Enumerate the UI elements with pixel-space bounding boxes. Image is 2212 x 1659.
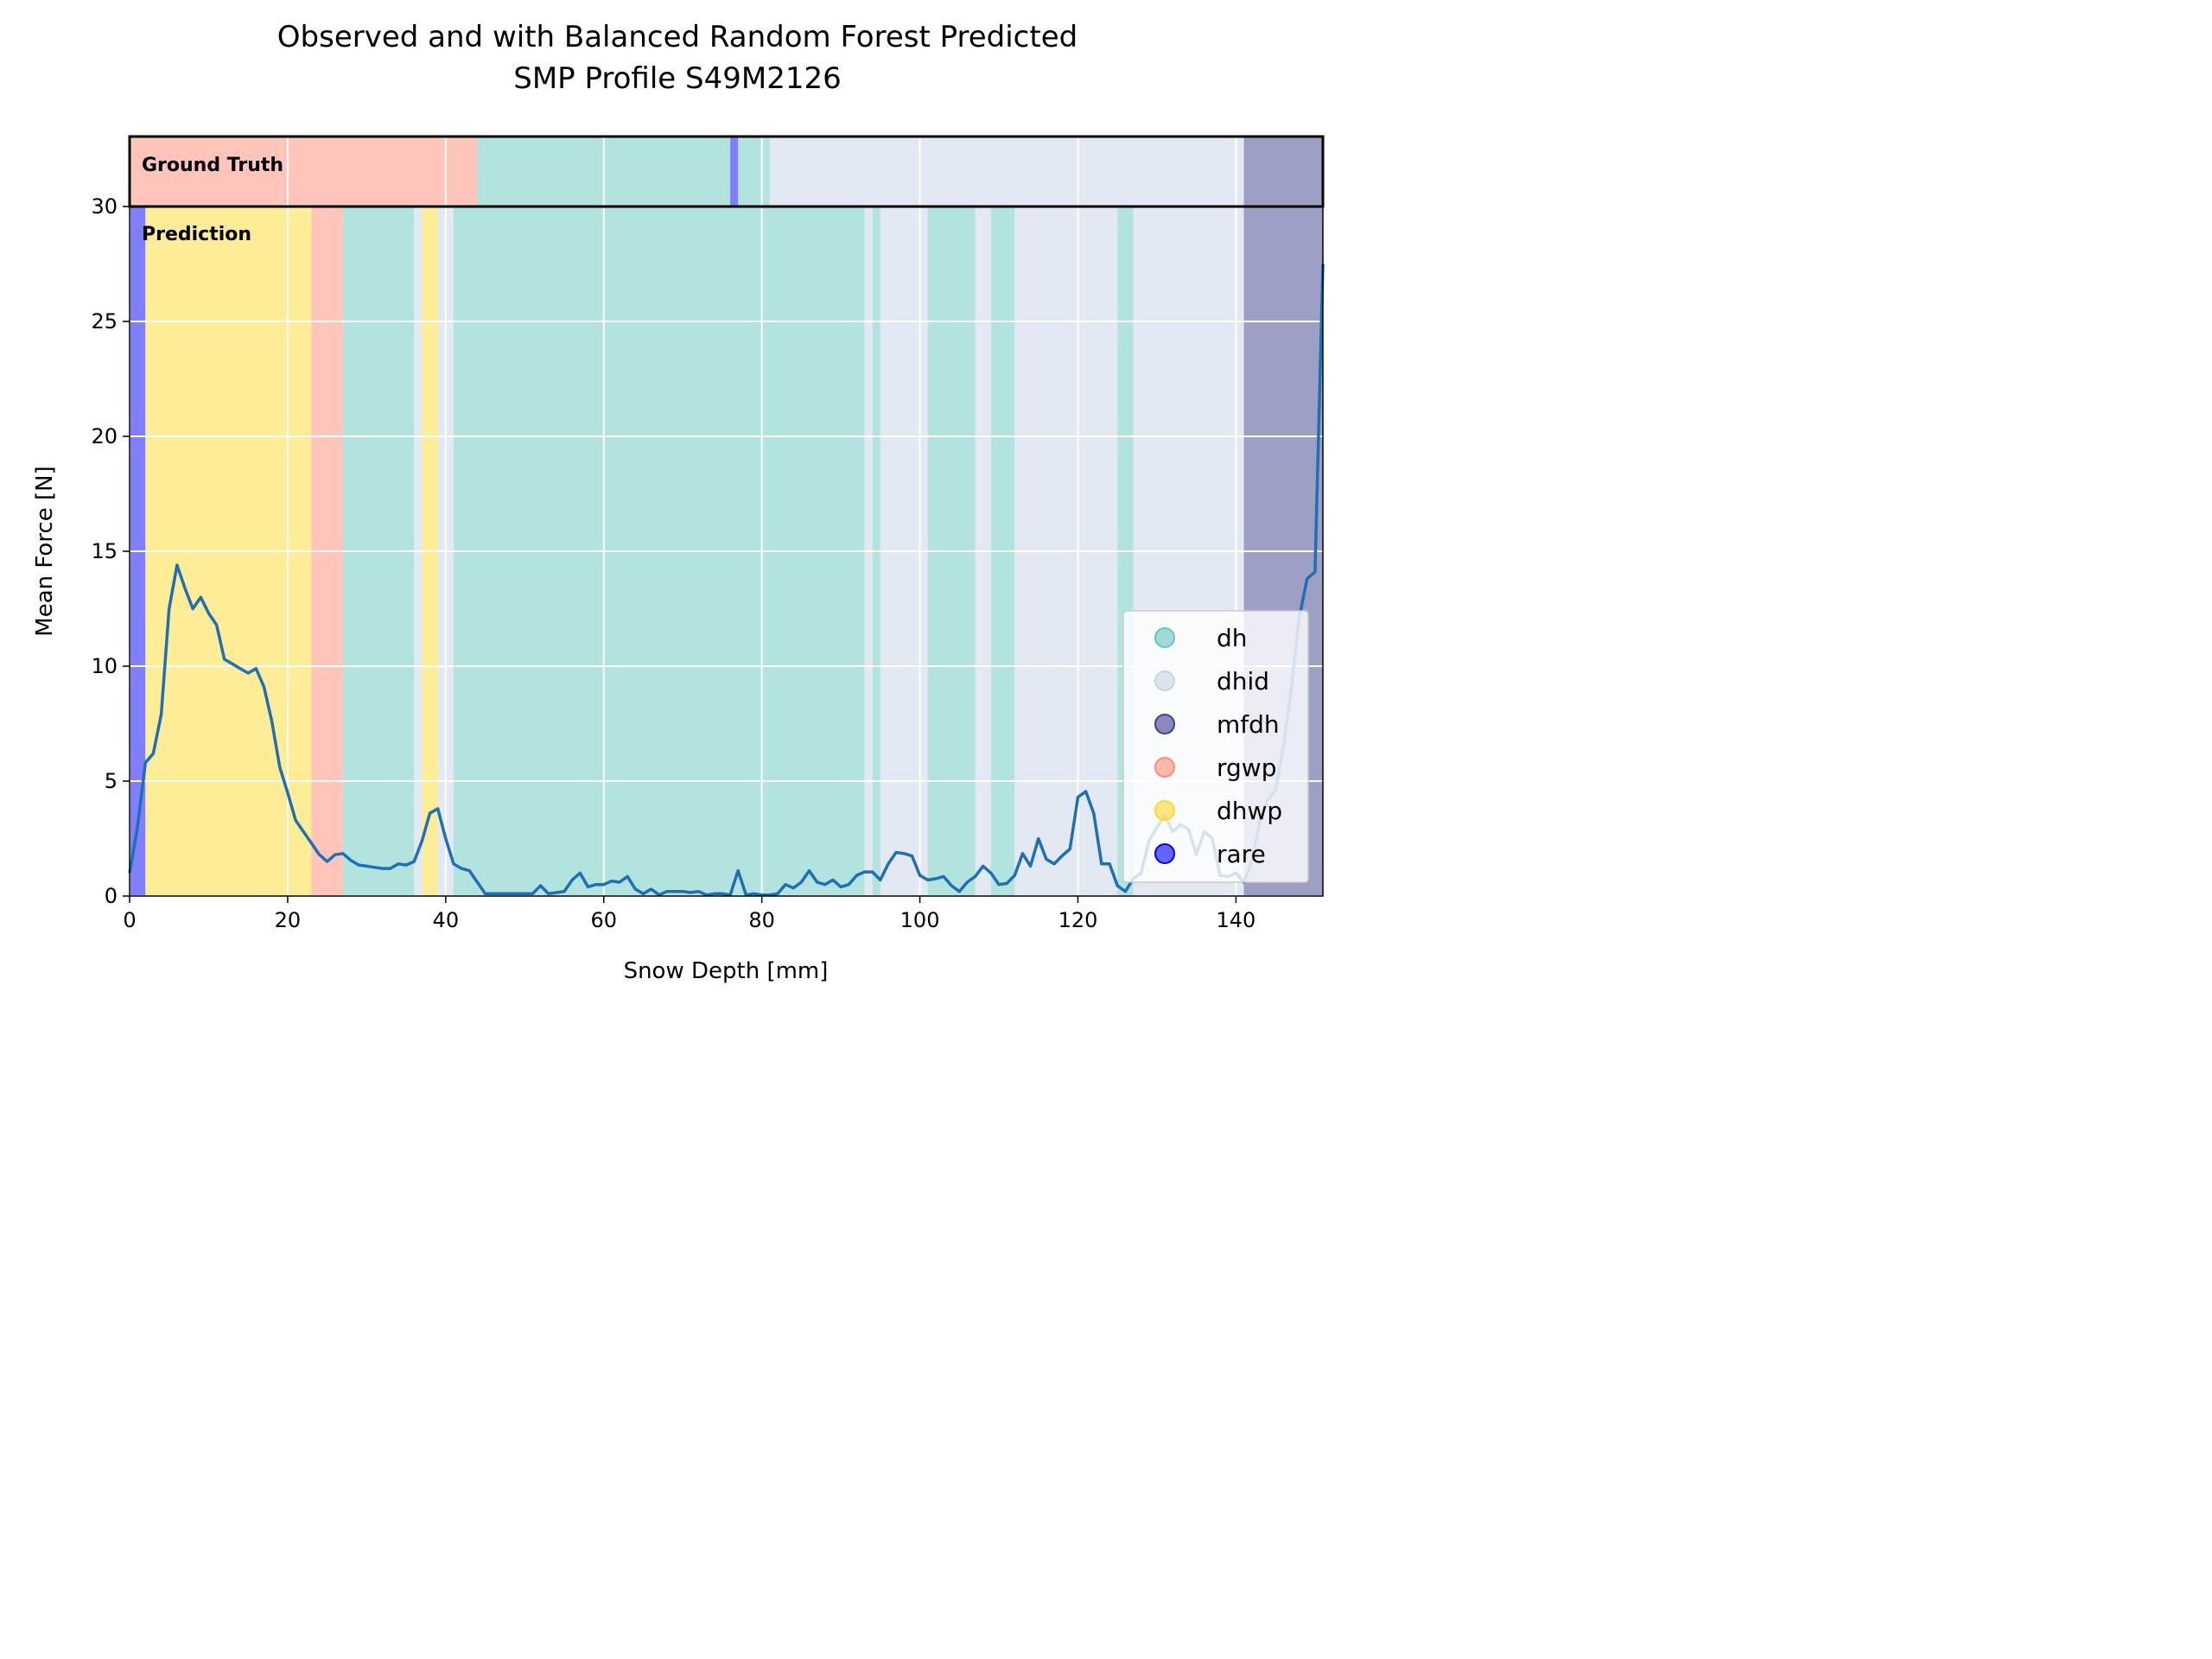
legend-marker-rgwp [1154, 757, 1175, 778]
ground-truth-band-dh [738, 137, 770, 207]
x-tick-label: 60 [590, 908, 617, 932]
legend-label-dhwp: dhwp [1217, 797, 1282, 825]
legend-label-rare: rare [1217, 840, 1266, 868]
ground-truth-band-rgwp [130, 137, 478, 207]
legend-marker-rare [1154, 843, 1175, 864]
x-tick-label: 140 [1216, 908, 1255, 932]
legend-label-dhid: dhid [1217, 667, 1269, 696]
legend-marker-dh [1154, 627, 1175, 648]
x-tick-label: 40 [433, 908, 460, 932]
y-axis: 0 5 10 15 20 25 30 [91, 194, 130, 908]
x-tick-label: 120 [1058, 908, 1098, 932]
ground-truth-band-dhid [769, 137, 1244, 207]
y-tick-label: 10 [91, 654, 118, 678]
chart-title-line-2: SMP Profile S49M2126 [513, 61, 841, 96]
y-tick-label: 0 [105, 884, 118, 908]
legend: dh dhid mfdh rgwp dhwp rare [1122, 610, 1309, 883]
legend-marker-mfdh [1154, 714, 1175, 734]
chart-title-line-1: Observed and with Balanced Random Forest… [277, 20, 1077, 54]
x-axis-label: Snow Depth [mm] [624, 958, 829, 984]
legend-label-mfdh: mfdh [1217, 710, 1280, 739]
data-line-layer [128, 264, 1325, 897]
y-tick-label: 15 [91, 539, 118, 563]
x-axis: 0 20 40 60 80 100 120 140 [123, 896, 1255, 932]
ground-truth-label: Ground Truth [142, 155, 283, 176]
x-tick-label: 20 [275, 908, 302, 932]
ground-truth-bands [130, 137, 1323, 207]
prediction-label: Prediction [142, 224, 251, 245]
y-tick-label: 20 [91, 424, 118, 448]
legend-marker-dhid [1154, 671, 1175, 691]
legend-label-dh: dh [1217, 624, 1248, 652]
x-tick-label: 0 [123, 908, 136, 932]
x-tick-label: 100 [900, 908, 940, 932]
mean-force-line [128, 264, 1325, 897]
legend-marker-dhwp [1154, 800, 1175, 821]
legend-label-rgwp: rgwp [1217, 753, 1276, 782]
y-tick-label: 25 [91, 309, 118, 334]
y-tick-label: 5 [105, 769, 118, 793]
y-tick-label: 30 [91, 194, 118, 219]
y-axis-label: Mean Force [N] [32, 466, 58, 636]
x-tick-label: 80 [748, 908, 775, 932]
legend-box [1122, 610, 1309, 883]
chart: Observed and with Balanced Random Forest… [0, 0, 1355, 1016]
ground-truth-band-mfdh [1243, 137, 1323, 207]
ground-truth-band-rare [730, 137, 739, 207]
